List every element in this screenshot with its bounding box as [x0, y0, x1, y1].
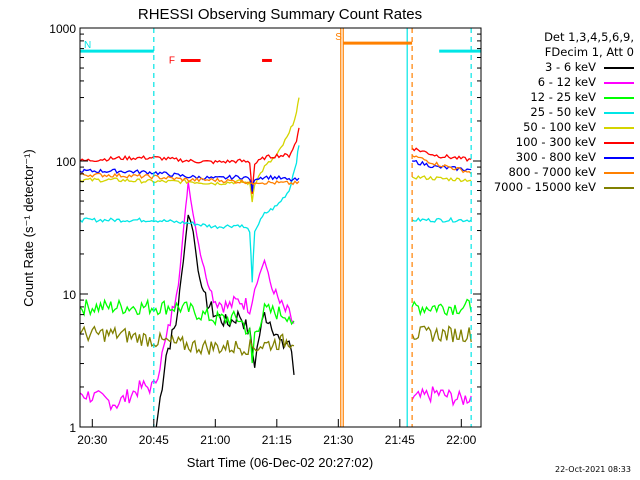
series-line-8: [79, 325, 472, 357]
legend-label-4: 50 - 100 keV: [523, 120, 596, 134]
x-tick-label-3: 21:15: [262, 433, 292, 447]
legend-label-0: 3 - 6 keV: [545, 60, 596, 74]
legend-label-8: 7000 - 15000 keV: [493, 180, 596, 194]
legend-item-8: 7000 - 15000 keV: [482, 180, 634, 195]
legend-label-6: 300 - 800 keV: [515, 150, 596, 164]
legend-item-6: 300 - 800 keV: [482, 150, 634, 165]
series-line-2: [79, 297, 472, 364]
legend-fdecim-info: FDecim 1, Att 0: [544, 45, 634, 59]
legend-swatch-6: [604, 156, 634, 159]
legend-swatch-7: [604, 171, 634, 174]
x-tick-label-5: 21:45: [385, 433, 415, 447]
flag-letter-S: S: [335, 32, 342, 43]
x-tick-label-2: 21:00: [200, 433, 230, 447]
legend-item-2: 12 - 25 keV: [482, 90, 634, 105]
flag-letter-F: F: [169, 55, 175, 66]
legend-swatch-3: [604, 111, 634, 114]
legend-item-3: 25 - 50 keV: [482, 105, 634, 120]
legend-item-5: 100 - 300 keV: [482, 135, 634, 150]
series-line-4: [79, 97, 472, 203]
series-line-1: [79, 181, 472, 412]
y-axis-label: Count Rate (s⁻¹ detector⁻¹): [21, 149, 36, 307]
legend-label-5: 100 - 300 keV: [515, 135, 596, 149]
legend-item-4: 50 - 100 keV: [482, 120, 634, 135]
timestamp: 22-Oct-2021 08:33: [555, 465, 631, 474]
flag-letter-N: N: [84, 40, 91, 51]
x-tick-label-0: 20:30: [77, 433, 107, 447]
legend-swatch-5: [604, 141, 634, 144]
legend: Det 1,3,4,5,6,9, FDecim 1, Att 0 3 - 6 k…: [482, 30, 634, 195]
legend-label-3: 25 - 50 keV: [530, 105, 596, 119]
legend-swatch-2: [604, 96, 634, 99]
x-axis-label: Start Time (06-Dec-02 20:27:02): [187, 455, 373, 470]
legend-label-7: 800 - 7000 keV: [508, 165, 596, 179]
chart-title: RHESSI Observing Summary Count Rates: [138, 6, 422, 23]
y-tick-label-0: 1: [69, 421, 76, 435]
legend-swatch-0: [604, 66, 634, 69]
plot-frame: [79, 27, 482, 428]
legend-item-0: 3 - 6 keV: [482, 60, 634, 75]
y-tick-label-2: 100: [56, 155, 76, 169]
series-line-7: [79, 154, 472, 186]
legend-detector-info: Det 1,3,4,5,6,9,: [544, 30, 634, 44]
y-tick-label-1: 10: [63, 288, 77, 302]
legend-swatch-8: [604, 186, 634, 189]
legend-label-1: 6 - 12 keV: [537, 75, 596, 89]
series-line-3: [79, 145, 472, 283]
x-tick-label-1: 20:45: [139, 433, 169, 447]
legend-label-2: 12 - 25 keV: [530, 90, 596, 104]
y-tick-label-3: 1000: [49, 22, 76, 36]
series-line-5: [79, 127, 472, 194]
legend-swatch-4: [604, 126, 634, 129]
legend-item-7: 800 - 7000 keV: [482, 165, 634, 180]
legend-swatch-1: [604, 81, 634, 84]
x-tick-label-6: 22:00: [446, 433, 476, 447]
x-tick-label-4: 21:30: [323, 433, 353, 447]
legend-item-1: 6 - 12 keV: [482, 75, 634, 90]
